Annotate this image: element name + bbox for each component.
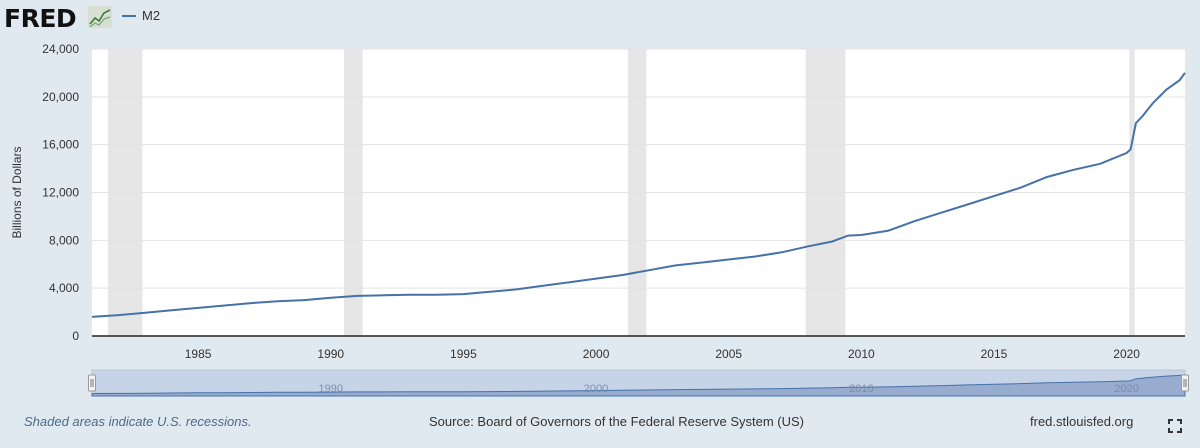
y-tick-label: 20,000 — [42, 90, 79, 104]
x-tick-label: 1990 — [317, 347, 344, 361]
y-tick-label: 4,000 — [49, 281, 79, 295]
y-tick-label: 8,000 — [49, 233, 79, 247]
x-tick-label: 2015 — [981, 347, 1008, 361]
y-tick-label: 24,000 — [42, 42, 79, 56]
x-tick-label: 2005 — [715, 347, 742, 361]
legend-label-m2: M2 — [142, 8, 161, 23]
navigator-series — [91, 374, 1186, 397]
legend-swatch-m2 — [122, 14, 136, 17]
source-text: Source: Board of Governors of the Federa… — [429, 414, 804, 429]
navigator-handle-left[interactable] — [88, 374, 96, 392]
navigator-label: 2020 — [1114, 383, 1138, 395]
navigator-handle-right[interactable] — [1181, 374, 1189, 392]
site-link[interactable]: fred.stlouisfed.org — [1030, 414, 1134, 429]
x-tick-label: 2020 — [1113, 347, 1140, 361]
chart-legend[interactable]: M2 — [122, 8, 160, 23]
x-tick-label: 2010 — [848, 347, 875, 361]
chart-header: FRED M2 — [0, 0, 1200, 40]
navigator-label: 1990 — [319, 383, 343, 395]
recession-note: Shaded areas indicate U.S. recessions. — [24, 414, 252, 429]
x-tick-label: 1995 — [450, 347, 477, 361]
chart-footer: Shaded areas indicate U.S. recessions. S… — [0, 406, 1200, 436]
fullscreen-icon[interactable] — [1168, 419, 1182, 433]
series-line-m2[interactable] — [91, 72, 1186, 318]
fred-logo[interactable]: FRED — [4, 4, 77, 33]
navigator-label: 2010 — [849, 383, 873, 395]
fred-chart-icon — [88, 6, 112, 28]
y-tick-label: 16,000 — [42, 138, 79, 152]
y-tick-label: 12,000 — [42, 186, 79, 200]
navigator-label: 2000 — [584, 383, 608, 395]
x-tick-label: 2000 — [583, 347, 610, 361]
y-tick-label: 0 — [72, 329, 79, 343]
y-axis-label: Billions of Dollars — [10, 146, 24, 238]
x-tick-label: 1985 — [185, 347, 212, 361]
line-chart[interactable]: 0 4,000 8,000 12,000 16,000 20,000 24,000 1985 1… — [0, 40, 1200, 402]
